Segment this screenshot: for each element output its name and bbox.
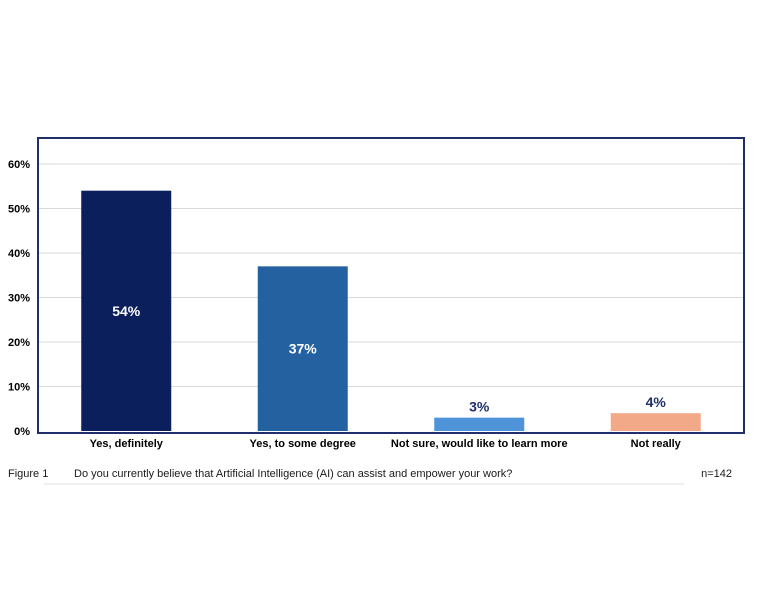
data-labels: 54% 37% 3% 4% (112, 303, 666, 415)
bars (81, 190, 701, 431)
x-axis-categories: Yes, definitely Yes, to some degree Not su… (90, 438, 682, 450)
data-label: 4% (646, 394, 667, 410)
x-category-label: Not sure, would like to learn more (391, 438, 568, 450)
figure-number: Figure 1 (8, 468, 49, 480)
y-tick-label: 40% (8, 248, 30, 260)
plot-frame (37, 137, 745, 434)
y-tick-label: 20% (8, 337, 30, 349)
x-category-label: Not really (631, 438, 682, 450)
data-label: 37% (289, 341, 318, 357)
y-axis-ticks: 0% 10% 20% 30% 40% 50% 60% (8, 159, 30, 438)
caption-divider (44, 483, 684, 485)
y-tick-label: 10% (8, 382, 30, 394)
bar (257, 266, 348, 431)
x-category-label: Yes, to some degree (250, 438, 356, 450)
sample-size: n=142 (701, 468, 732, 480)
bar (610, 413, 701, 431)
y-tick-label: 0% (14, 426, 30, 438)
y-tick-label: 60% (8, 159, 30, 171)
y-tick-label: 50% (8, 204, 30, 216)
x-category-label: Yes, definitely (90, 438, 164, 450)
data-label: 3% (469, 399, 490, 415)
bar (434, 417, 525, 431)
bar (81, 190, 172, 431)
data-label: 54% (112, 303, 141, 319)
figure-question: Do you currently believe that Artificial… (74, 468, 513, 480)
y-tick-label: 30% (8, 293, 30, 305)
figure-caption: Figure 1 Do you currently believe that A… (0, 468, 778, 486)
